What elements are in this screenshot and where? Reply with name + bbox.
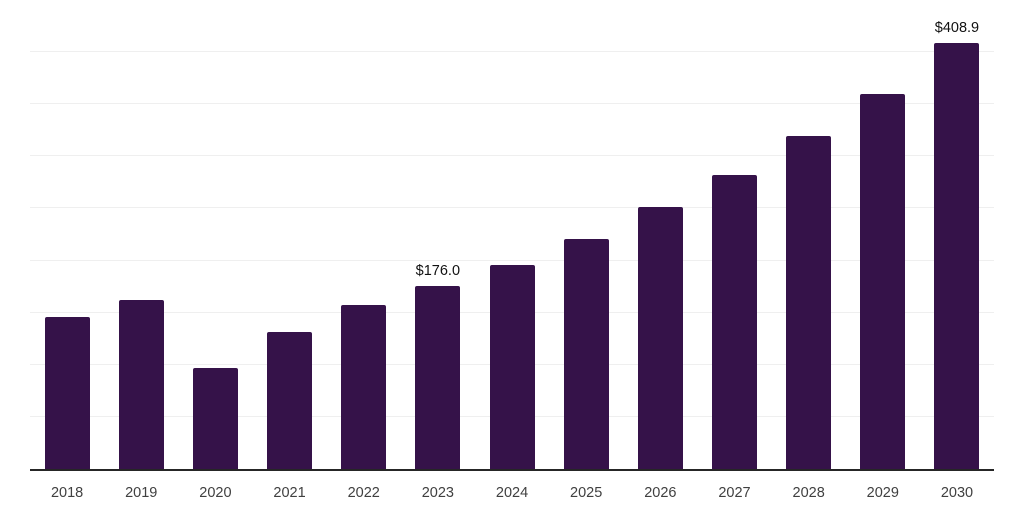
x-tick-label-2021: 2021: [273, 485, 306, 501]
bar-2026[interactable]: [637, 206, 683, 469]
x-tick-label-2026: 2026: [644, 485, 677, 501]
bar-2022[interactable]: [341, 305, 387, 469]
x-tick-label-2019: 2019: [125, 485, 158, 501]
bar-2018[interactable]: [44, 316, 90, 469]
bar-2027[interactable]: [711, 174, 757, 469]
bar-slot-2020: [178, 0, 252, 469]
bar-slot-2028: [772, 0, 846, 469]
x-tick-label-2023: 2023: [421, 485, 454, 501]
plot-area: $176.0 $408.9: [30, 0, 994, 471]
bar-2024[interactable]: [489, 264, 535, 469]
bar-slot-2027: [697, 0, 771, 469]
x-tick-label-2020: 2020: [199, 485, 232, 501]
x-tick-label-2027: 2027: [718, 485, 751, 501]
bar-slot-2030: $408.9: [920, 0, 994, 469]
x-tick-label-2029: 2029: [866, 485, 899, 501]
bar-slot-2022: [327, 0, 401, 469]
data-label-2030: $408.9: [934, 19, 980, 36]
bar-slot-2021: [252, 0, 326, 469]
x-tick-label-2022: 2022: [347, 485, 380, 501]
x-tick-label-2028: 2028: [792, 485, 825, 501]
bar-slot-2018: [30, 0, 104, 469]
bar-2030[interactable]: $408.9: [934, 21, 980, 469]
x-tick-label-2018: 2018: [50, 485, 84, 501]
x-tick-label-2030: 2030: [940, 485, 974, 501]
bars-container: $176.0 $408.9: [30, 0, 994, 469]
x-tick-label-2025: 2025: [570, 485, 603, 501]
bar-slot-2023: $176.0: [401, 0, 475, 469]
bar-slot-2025: [549, 0, 623, 469]
gridline-300: [30, 155, 994, 157]
gridline-250: [30, 207, 994, 209]
bar-slot-2024: [475, 0, 549, 469]
x-axis-labels: 2018 2019 2020 2021 2022 2023 2024 2025 2026 2027…: [30, 485, 994, 501]
bar-2021[interactable]: [267, 331, 313, 469]
bar-2023[interactable]: $176.0: [415, 263, 461, 469]
bar-slot-2029: [846, 0, 920, 469]
gridline-400: [30, 51, 994, 53]
bar-2028[interactable]: [786, 135, 832, 469]
bar-2020[interactable]: [192, 368, 238, 469]
bar-2019[interactable]: [118, 299, 164, 469]
bar-slot-2019: [104, 0, 178, 469]
bar-2029[interactable]: [860, 93, 906, 469]
data-label-2023: $176.0: [415, 262, 461, 279]
gridline-200: [30, 259, 994, 261]
bar-2025[interactable]: [563, 239, 609, 469]
gridline-350: [30, 103, 994, 105]
x-tick-label-2024: 2024: [495, 485, 529, 501]
bar-slot-2026: [623, 0, 697, 469]
